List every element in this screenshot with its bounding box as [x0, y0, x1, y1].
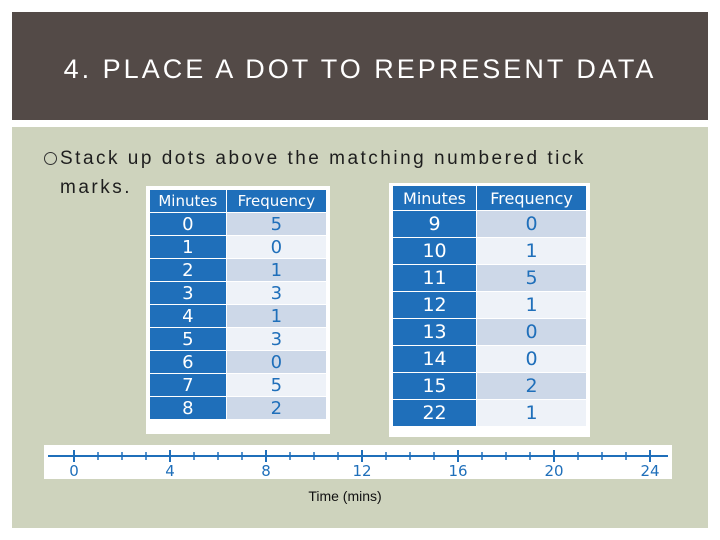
minutes-cell: 2	[149, 258, 227, 282]
minutes-cell: 13	[391, 318, 478, 346]
number-line: 0 4 8 12 16 20 24	[44, 445, 672, 479]
tick-label: 20	[544, 462, 563, 479]
bullet-point: Stack up dots above the matching numbere…	[44, 144, 644, 202]
minutes-cell: 14	[391, 345, 478, 373]
minutes-cell: 7	[149, 373, 227, 397]
tick-label: 24	[640, 462, 659, 479]
minutes-cell: 6	[149, 350, 227, 374]
header-minutes: Minutes	[149, 189, 227, 213]
slide-title: 4. PLACE A DOT TO REPRESENT DATA	[63, 54, 657, 84]
tick-label: 0	[69, 462, 79, 479]
header-frequency: Frequency	[225, 189, 328, 213]
minutes-cell: 15	[391, 372, 478, 400]
table-row: 13 0	[391, 318, 587, 346]
minutes-cell: 5	[149, 327, 227, 351]
minutes-cell: 11	[391, 264, 478, 292]
table-row: 14 0	[391, 345, 587, 373]
frequency-cell: 2	[225, 396, 328, 420]
frequency-cell: 5	[476, 264, 587, 292]
table-row: 22 1	[391, 399, 587, 427]
minutes-cell: 3	[149, 281, 227, 305]
frequency-cell: 1	[476, 237, 587, 265]
frequency-cell: 0	[476, 345, 587, 373]
number-line-graphic: 0 4 8 12 16 20 24	[48, 450, 668, 479]
frequency-cell: 1	[476, 291, 587, 319]
axis-label: Time (mins)	[308, 488, 382, 504]
minutes-cell: 4	[149, 304, 227, 328]
frequency-cell: 0	[476, 318, 587, 346]
tick-label: 8	[261, 462, 271, 479]
frequency-cell: 0	[225, 235, 328, 259]
table-row: 10 1	[391, 237, 587, 265]
minutes-cell: 0	[149, 212, 227, 236]
table-row: 11 5	[391, 264, 587, 292]
frequency-cell: 1	[225, 258, 328, 282]
frequency-cell: 0	[225, 350, 328, 374]
minutes-cell: 8	[149, 396, 227, 420]
frequency-cell: 2	[476, 372, 587, 400]
minutes-cell: 12	[391, 291, 478, 319]
circle-bullet-icon	[44, 152, 57, 165]
table-row: 12 1	[391, 291, 587, 319]
minutes-cell: 22	[391, 399, 478, 427]
frequency-cell: 3	[225, 281, 328, 305]
header-minutes: Minutes	[391, 185, 478, 211]
header-frequency: Frequency	[476, 185, 587, 211]
minutes-cell: 1	[149, 235, 227, 259]
frequency-table-right-frame: Minutes Frequency 9 0 10 1 11 5 12 1 13 0 14 0 15 2 22…	[389, 183, 590, 437]
frequency-cell: 1	[225, 304, 328, 328]
tick-label: 16	[448, 462, 467, 479]
tick-label: 12	[352, 462, 371, 479]
frequency-cell: 0	[476, 210, 587, 238]
frequency-cell: 3	[225, 327, 328, 351]
frequency-cell: 5	[225, 373, 328, 397]
table-row: 15 2	[391, 372, 587, 400]
tick-label: 4	[165, 462, 175, 479]
bullet-text: Stack up dots above the matching numbere…	[60, 148, 586, 198]
frequency-table-right: Minutes Frequency 9 0 10 1 11 5 12 1 13 0 14 0 15 2 22…	[391, 185, 587, 427]
title-bar: 4. PLACE A DOT TO REPRESENT DATA	[12, 12, 708, 120]
frequency-cell: 5	[225, 212, 328, 236]
frequency-cell: 1	[476, 399, 587, 427]
minutes-cell: 10	[391, 237, 478, 265]
minutes-cell: 9	[391, 210, 478, 238]
